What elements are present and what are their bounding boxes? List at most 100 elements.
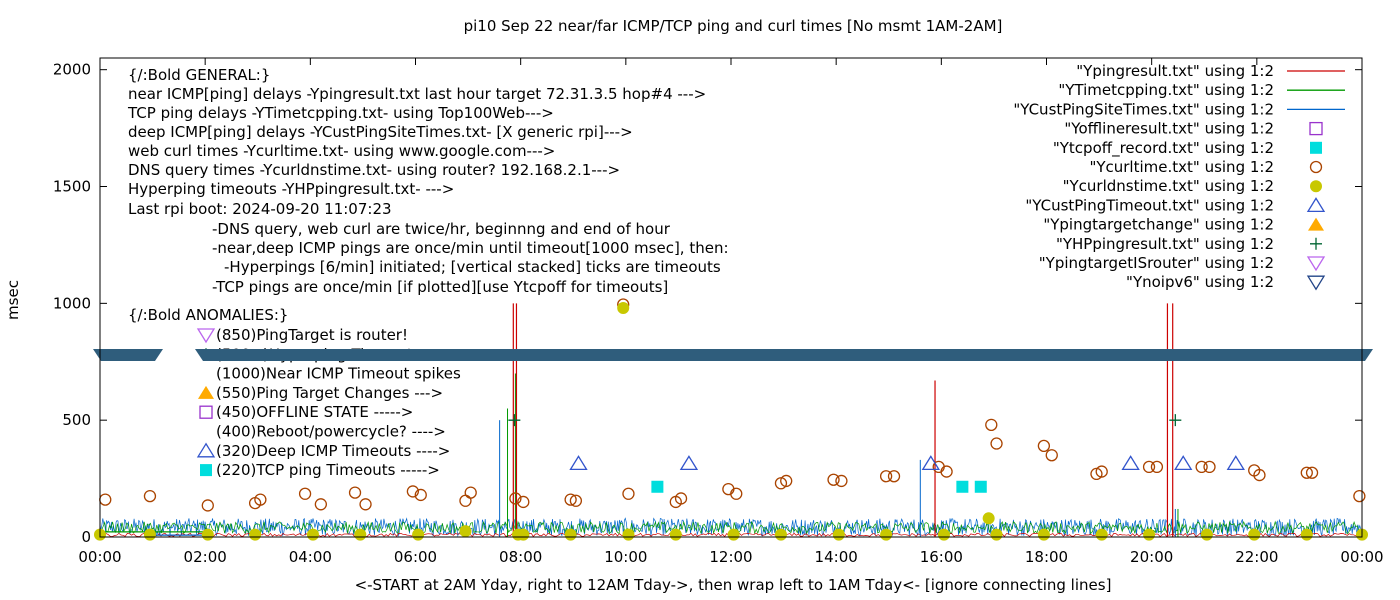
banner-right-segment bbox=[195, 349, 1373, 361]
tcp-ping-timeout-point bbox=[956, 480, 969, 493]
legend-marker bbox=[1306, 256, 1326, 272]
banner-left-segment bbox=[93, 349, 163, 361]
y-tick-label: 500 bbox=[62, 411, 91, 429]
general-annotations: {/:Bold GENERAL:} near ICMP[ping] delays… bbox=[127, 66, 729, 324]
y-axis-label: msec bbox=[4, 280, 22, 320]
deep-icmp-timeout-point bbox=[1121, 455, 1140, 471]
curl-time-point bbox=[835, 474, 848, 488]
dns-time-point bbox=[306, 528, 319, 541]
legend-label: "Ycurltime.txt" using 1:2 bbox=[1089, 158, 1274, 176]
anomaly-item: (320)Deep ICMP Timeouts ----> bbox=[216, 442, 450, 460]
curl-time-point bbox=[517, 495, 530, 509]
plot-frame bbox=[99, 57, 1363, 538]
curl-time-point bbox=[254, 493, 267, 506]
dns-time-point bbox=[982, 512, 995, 525]
legend-label: "YpingtargetISrouter" using 1:2 bbox=[1039, 254, 1274, 272]
tcp-ping-timeout-point bbox=[651, 480, 664, 493]
curl-time-point bbox=[314, 498, 328, 511]
general-line: TCP ping delays -YTimetcpping.txt- using… bbox=[127, 104, 554, 122]
anomaly-item: (400)Reboot/powercycle? ----> bbox=[216, 423, 446, 441]
curl-time-point bbox=[622, 487, 635, 500]
curl-time-point bbox=[406, 485, 420, 498]
legend-label: "Yofflineresult.txt" using 1:2 bbox=[1064, 120, 1274, 138]
anomaly-marker bbox=[200, 464, 212, 477]
note-line: -Hyperpings [6/min] initiated; [vertical… bbox=[224, 258, 721, 276]
curl-time-point bbox=[569, 494, 583, 507]
x-tick-label: 00:00 bbox=[1340, 548, 1383, 566]
curl-time-point bbox=[414, 488, 427, 502]
tcp-ping-series-line bbox=[99, 520, 1361, 535]
legend-label: "YTimetcpping.txt" using 1:2 bbox=[1058, 81, 1274, 99]
curl-time-point bbox=[1142, 460, 1156, 474]
curl-time-point bbox=[730, 487, 743, 500]
deep-icmp-timeout-point bbox=[1226, 455, 1245, 471]
curl-time-point bbox=[1195, 460, 1208, 474]
curl-time-point bbox=[464, 486, 477, 499]
x-tick-label: 02:00 bbox=[184, 548, 227, 566]
legend-label: "Ypingresult.txt" using 1:2 bbox=[1076, 62, 1274, 80]
legend-marker bbox=[1310, 180, 1322, 193]
curl-time-point bbox=[780, 474, 793, 488]
x-tick-label: 20:00 bbox=[1130, 548, 1173, 566]
curl-time-point bbox=[1253, 468, 1266, 482]
curl-time-point bbox=[564, 493, 577, 506]
general-line: near ICMP[ping] delays -Ypingresult.txt … bbox=[128, 85, 706, 103]
x-tick-label: 14:00 bbox=[815, 548, 858, 566]
legend-marker bbox=[1310, 237, 1322, 250]
curl-time-point bbox=[1353, 489, 1366, 503]
anomaly-item: (450)OFFLINE STATE -----> bbox=[216, 403, 413, 421]
y-tick-label: 1500 bbox=[53, 178, 91, 196]
legend-marker bbox=[1309, 160, 1323, 174]
dns-time-point bbox=[937, 528, 950, 541]
chart-title: pi10 Sep 22 near/far ICMP/TCP ping and c… bbox=[464, 17, 1003, 35]
dns-time-point bbox=[1095, 528, 1108, 541]
dns-time-point bbox=[774, 528, 787, 541]
x-tick-label: 06:00 bbox=[394, 548, 437, 566]
general-line: Hyperping timeouts -YHPpingresult.txt- -… bbox=[128, 180, 454, 198]
dns-time-point bbox=[249, 528, 262, 541]
dns-time-point bbox=[669, 528, 682, 541]
anomaly-marker bbox=[198, 385, 214, 399]
legend-label: "Ytcpoff_record.txt" using 1:2 bbox=[1053, 139, 1274, 158]
curl-time-point bbox=[827, 473, 840, 486]
x-tick-label: 22:00 bbox=[1235, 548, 1278, 566]
dns-time-point bbox=[990, 528, 1003, 541]
general-line: deep ICMP[ping] delays -YCustPingSiteTim… bbox=[128, 123, 633, 141]
curl-time-point bbox=[985, 418, 998, 431]
hyperping-timeout-point bbox=[1169, 414, 1182, 427]
x-tick-label: 16:00 bbox=[920, 548, 963, 566]
dns-time-point bbox=[880, 528, 893, 541]
dns-time-point bbox=[1200, 528, 1213, 541]
curl-time-point bbox=[359, 498, 372, 511]
anomaly-marker bbox=[199, 405, 213, 419]
curl-time-point bbox=[990, 437, 1003, 450]
y-tick-label: 0 bbox=[81, 528, 91, 546]
legend-label: "YCustPingSiteTimes.txt" using 1:2 bbox=[1013, 100, 1274, 118]
dns-time-point bbox=[622, 528, 635, 541]
anomaly-item: (550)Ping Target Changes ---> bbox=[216, 384, 443, 402]
dns-time-point bbox=[617, 302, 630, 315]
curl-time-point bbox=[143, 489, 157, 503]
legend-label: "YHPpingresult.txt" using 1:2 bbox=[1056, 235, 1274, 253]
dns-time-point bbox=[412, 528, 425, 541]
curl-time-point bbox=[1150, 460, 1164, 474]
legend-label: "Ypingtargetchange" using 1:2 bbox=[1043, 216, 1274, 234]
curl-time-point bbox=[509, 492, 522, 505]
curl-time-point bbox=[879, 470, 893, 483]
curl-time-point bbox=[1300, 466, 1313, 479]
anomaly-marker bbox=[196, 328, 216, 344]
anomaly-marker bbox=[196, 442, 216, 458]
dns-time-point bbox=[727, 528, 740, 541]
deep-icmp-timeout-point bbox=[1174, 455, 1193, 471]
legend-marker bbox=[1306, 197, 1326, 213]
dns-time-point bbox=[517, 528, 530, 541]
curl-time-point bbox=[940, 465, 953, 478]
dns-time-point bbox=[201, 528, 214, 541]
legend-marker bbox=[1309, 121, 1323, 136]
y-tick-label: 2000 bbox=[53, 61, 91, 79]
dns-time-point bbox=[1143, 528, 1156, 541]
x-axis-label: <-START at 2AM Yday, right to 12AM Tday-… bbox=[355, 576, 1112, 594]
curl-time-point bbox=[1045, 449, 1058, 462]
